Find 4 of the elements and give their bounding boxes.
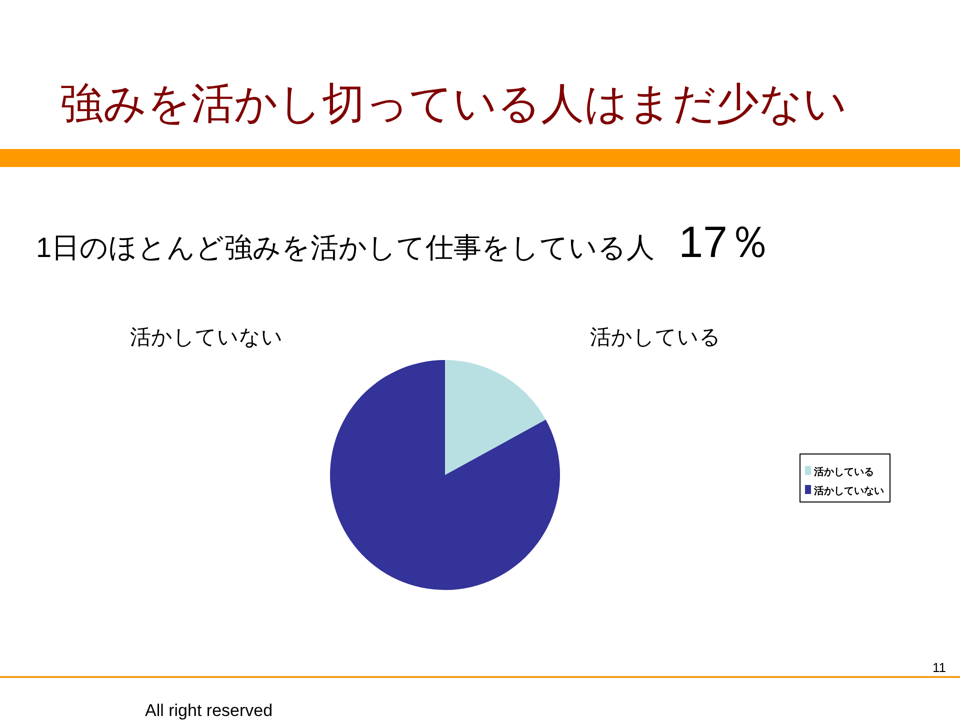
subtitle: 1日のほとんど強みを活かして仕事をしている人 17％ xyxy=(36,218,772,267)
annotation: All right reserved xyxy=(145,701,273,720)
title: 強みを活かし切っている人はまだ少ない xyxy=(60,80,847,128)
annotation: 11 xyxy=(932,660,946,675)
